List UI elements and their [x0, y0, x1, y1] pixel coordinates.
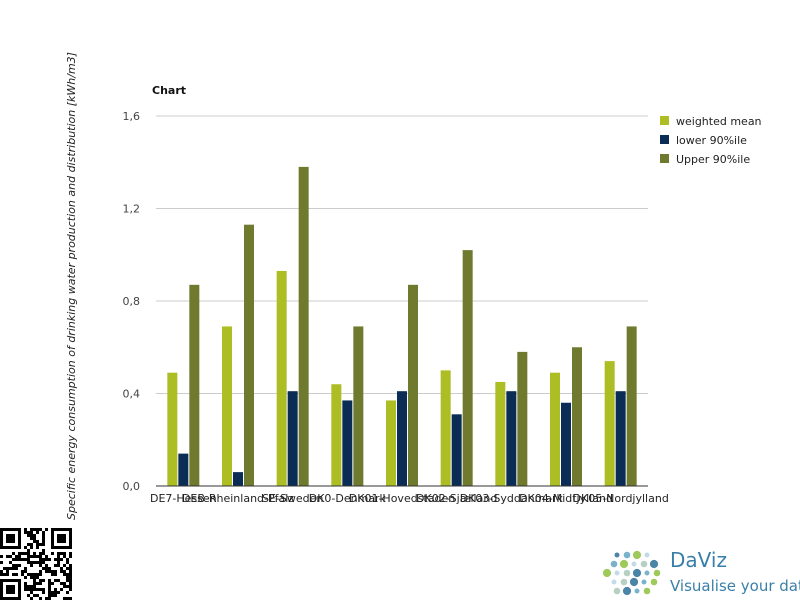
x-tick-labels: DE7-HessenDEB-Rheinland-PfalzSE-SwedenDK… [150, 492, 669, 505]
bar [615, 391, 626, 486]
bar [397, 391, 407, 486]
bar [287, 391, 298, 486]
y-tick-label: 0,0 [123, 480, 141, 493]
legend: weighted mean lower 90%ile Upper 90%ile [660, 115, 762, 166]
legend-label: Upper 90%ile [676, 153, 750, 166]
x-tick-label: DEB-Rheinland-Pfalz [182, 492, 294, 505]
y-tick-label: 1,2 [123, 203, 141, 216]
bar [506, 391, 517, 486]
x-tick-label: DK02-Sjælland [416, 492, 497, 505]
bar [462, 250, 473, 486]
bar [353, 326, 364, 486]
x-tick-label: SE-Sweden [262, 492, 323, 505]
chart-title: Chart [152, 84, 186, 97]
x-tick-label: DK03-Syddanmark [460, 492, 564, 505]
y-tick-label: 0,4 [123, 388, 141, 401]
legend-label: lower 90%ile [676, 134, 747, 147]
bar [451, 414, 462, 486]
bar [604, 361, 615, 486]
x-tick-label: DE7-Hessen [150, 492, 217, 505]
legend-label: weighted mean [676, 115, 762, 128]
bar [298, 166, 309, 486]
x-tick-label: DK05-Nordjylland [573, 492, 669, 505]
brand-tagline: Visualise your data [670, 577, 800, 595]
bar [331, 384, 342, 486]
bar [495, 381, 506, 486]
x-tick-label: DK0-Denmark [309, 492, 387, 505]
legend-swatch [660, 154, 669, 163]
qr-code-icon [0, 528, 72, 600]
bar [626, 326, 637, 486]
y-axis-label: Specific energy consumption of drinking … [65, 52, 78, 520]
y-tick-labels: 0,0 0,4 0,8 1,2 1,6 [123, 110, 141, 493]
bar [408, 284, 418, 486]
bar [561, 402, 571, 486]
legend-swatch [660, 135, 669, 144]
bars [167, 166, 637, 486]
bar [342, 400, 353, 486]
bar [276, 270, 287, 486]
bar [222, 326, 232, 486]
bar [440, 370, 451, 486]
bar [189, 284, 200, 486]
legend-swatch [660, 116, 669, 125]
bar [386, 400, 396, 486]
x-tick-label: DK04-Midtjylland [519, 492, 613, 505]
y-tick-label: 0,8 [123, 295, 141, 308]
bar [233, 472, 243, 486]
bar [244, 224, 254, 486]
x-tick-label: DK01-Hovedstaden [349, 492, 455, 505]
y-tick-label: 1,6 [123, 110, 141, 123]
bar [550, 372, 560, 486]
bar [572, 347, 582, 486]
bar [178, 453, 189, 486]
brand-name: DaViz [670, 548, 727, 572]
dot-globe-logo-icon [602, 550, 661, 596]
bar [167, 372, 178, 486]
bar [517, 351, 528, 486]
